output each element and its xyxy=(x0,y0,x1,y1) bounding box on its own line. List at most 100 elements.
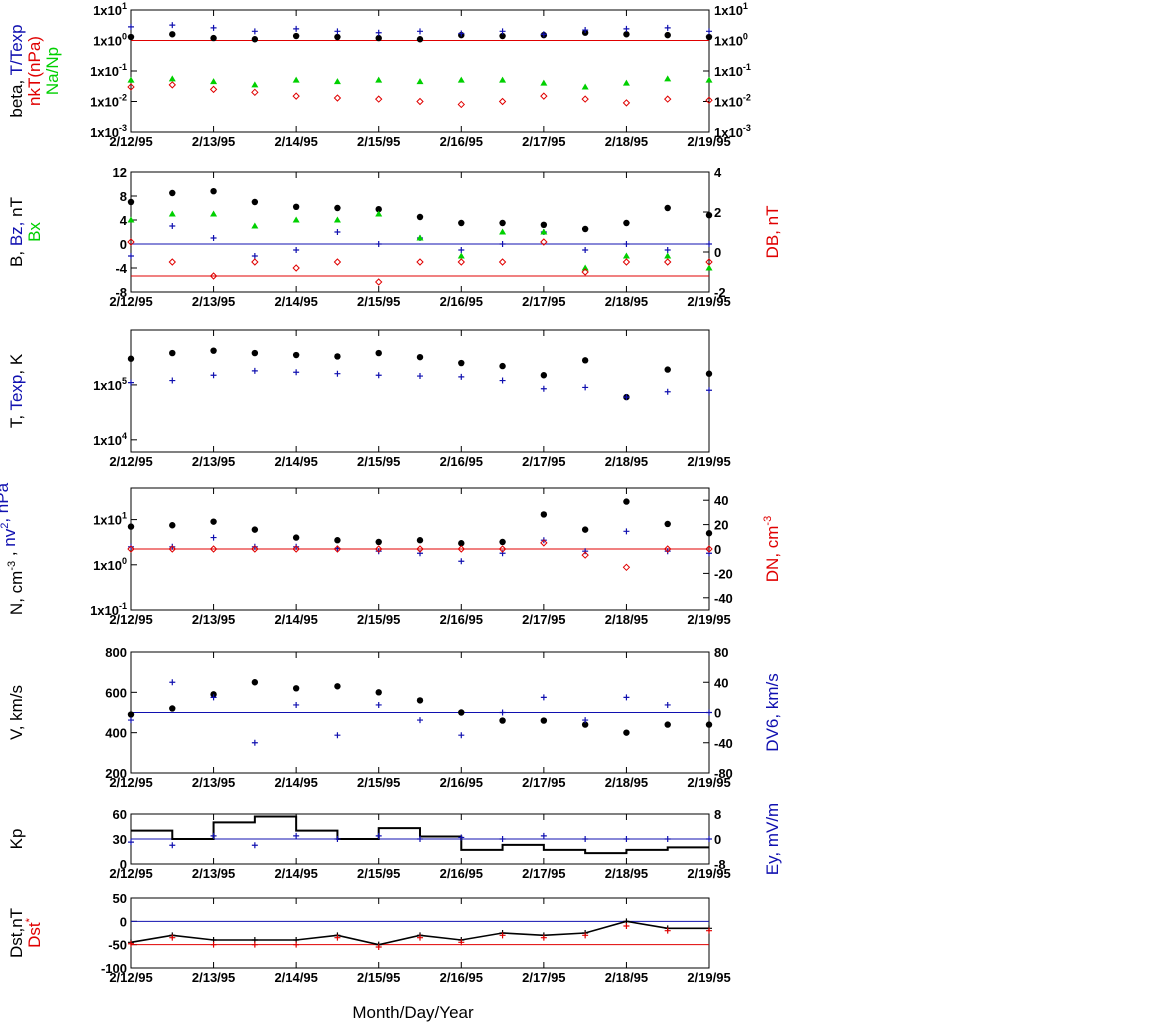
data-point xyxy=(417,836,423,842)
y-axis-label: N, cm-3 , nv2, nPa xyxy=(0,482,26,615)
y-tick-label-right: 1x10-2 xyxy=(714,93,751,110)
data-point xyxy=(458,939,465,946)
data-point xyxy=(705,76,713,83)
date-tick-label: 2/17/95 xyxy=(522,134,565,149)
data-point xyxy=(499,362,506,370)
y-tick-label-right: 0 xyxy=(714,245,721,260)
data-point xyxy=(375,944,382,950)
data-point xyxy=(128,940,134,947)
data-point xyxy=(623,836,630,842)
data-point xyxy=(210,694,217,701)
date-tick-label: 2/14/95 xyxy=(274,970,317,985)
data-point xyxy=(209,272,218,280)
y-tick-label-right: -2 xyxy=(714,285,726,300)
series-v xyxy=(127,679,713,736)
data-point xyxy=(664,247,671,253)
data-point xyxy=(375,76,383,83)
data-point xyxy=(705,212,713,219)
data-point xyxy=(210,941,217,948)
date-tick-label: 2/13/95 xyxy=(192,454,235,469)
date-tick-label: 2/13/95 xyxy=(192,294,235,309)
data-point xyxy=(292,264,300,272)
date-tick-label: 2/18/95 xyxy=(605,294,648,309)
data-point xyxy=(375,538,382,546)
y-tick-label: 400 xyxy=(105,726,127,741)
data-point xyxy=(540,221,548,228)
data-point xyxy=(457,252,465,259)
date-tick-label: 2/19/95 xyxy=(687,134,730,149)
data-point xyxy=(705,258,713,266)
date-tick-label: 2/18/95 xyxy=(605,612,648,627)
series-dv6 xyxy=(128,679,712,746)
y-tick-label: 0 xyxy=(120,237,127,252)
date-tick-label: 2/16/95 xyxy=(440,294,483,309)
data-point xyxy=(416,697,424,704)
date-tick-label: 2/12/95 xyxy=(109,775,152,790)
date-tick-label: 2/15/95 xyxy=(357,866,400,881)
date-tick-label: 2/13/95 xyxy=(192,134,235,149)
data-point xyxy=(168,258,176,266)
data-point xyxy=(127,33,135,41)
data-point xyxy=(581,225,589,233)
y-tick-label: 50 xyxy=(113,891,127,906)
data-point xyxy=(127,76,135,83)
data-point xyxy=(168,81,176,89)
data-point xyxy=(127,83,135,91)
data-point xyxy=(706,836,712,842)
data-point xyxy=(664,252,672,259)
data-point xyxy=(169,377,176,384)
date-tick-label: 2/17/95 xyxy=(522,775,565,790)
data-point xyxy=(705,264,713,271)
data-point xyxy=(664,701,671,708)
y-tick-label: -4 xyxy=(115,261,127,276)
data-point xyxy=(251,222,259,229)
data-point xyxy=(292,534,300,541)
date-tick-label: 2/18/95 xyxy=(605,134,648,149)
date-tick-label: 2/16/95 xyxy=(440,970,483,985)
data-point xyxy=(582,548,589,555)
data-point xyxy=(581,721,589,728)
data-point xyxy=(251,88,259,97)
data-point xyxy=(623,31,630,38)
data-point xyxy=(251,842,258,849)
data-point xyxy=(499,836,506,842)
date-tick-label: 2/15/95 xyxy=(357,775,400,790)
data-point xyxy=(375,701,382,708)
plot-frame xyxy=(130,9,710,133)
data-point xyxy=(540,539,548,547)
data-point xyxy=(128,379,134,386)
y-tick-label-right: -20 xyxy=(714,566,733,581)
data-point xyxy=(416,97,424,106)
data-point xyxy=(292,685,300,692)
y-tick-label: 30 xyxy=(113,832,127,847)
data-point xyxy=(210,235,217,241)
panel-beta: 2/12/95 2/13/95 2/14/95 2/15/95 2/16/95 2/17/… xyxy=(7,1,751,149)
data-point xyxy=(540,238,548,246)
y-tick-label: 1x10-1 xyxy=(90,62,127,79)
date-tick-label: 2/15/95 xyxy=(357,970,400,985)
data-point xyxy=(581,551,589,559)
data-point xyxy=(168,75,176,82)
data-point xyxy=(623,394,630,401)
series-texp xyxy=(128,367,712,401)
data-point xyxy=(169,522,176,529)
y-tick-label: 0 xyxy=(120,857,127,872)
data-point xyxy=(458,359,465,367)
data-point xyxy=(623,694,630,701)
data-point xyxy=(623,219,630,227)
data-point xyxy=(540,228,548,235)
data-point xyxy=(706,550,712,557)
data-point xyxy=(499,228,507,235)
data-point xyxy=(623,498,630,505)
data-point xyxy=(251,526,259,533)
data-point xyxy=(210,518,217,525)
y-tick-label-right: -8 xyxy=(714,857,726,872)
date-tick-label: 2/15/95 xyxy=(357,612,400,627)
data-point xyxy=(582,932,589,939)
y-tick-label: 1x10-2 xyxy=(90,93,127,110)
plot-frame xyxy=(130,171,710,293)
data-point xyxy=(375,34,382,42)
data-point xyxy=(417,550,423,557)
data-point xyxy=(128,543,134,550)
date-tick-label: 2/17/95 xyxy=(522,866,565,881)
